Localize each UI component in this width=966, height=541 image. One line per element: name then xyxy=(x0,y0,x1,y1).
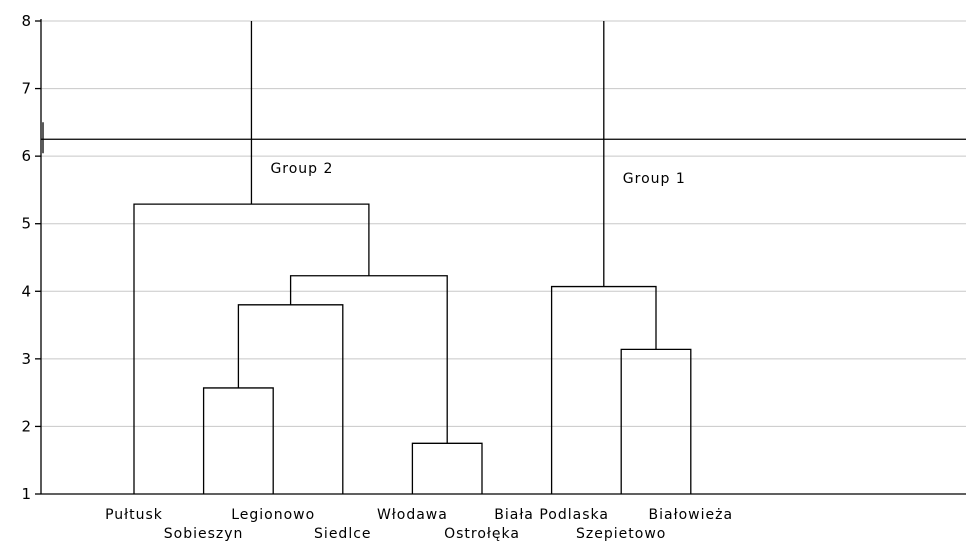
y-tick-label: 3 xyxy=(21,350,31,368)
y-tick-label: 1 xyxy=(21,485,31,503)
dendrogram-links xyxy=(133,21,692,494)
y-tick-label: 8 xyxy=(21,12,31,30)
dendrogram-link xyxy=(289,275,448,444)
leaf-label: Pułtusk xyxy=(105,507,163,523)
y-tick-label: 2 xyxy=(21,417,31,435)
y-tick-label: 6 xyxy=(21,147,31,165)
leaf-label: Białowieża xyxy=(649,507,734,523)
group-annotations: Group 2 Group 1 xyxy=(270,161,686,187)
group-annotation: Group 1 xyxy=(623,171,686,187)
grid-lines xyxy=(41,20,966,427)
dendrogram-link xyxy=(202,387,274,494)
y-axis: 1 2 3 4 5 6 7 8 xyxy=(21,12,966,503)
y-tick-label: 4 xyxy=(21,282,31,300)
leaf-label: Włodawa xyxy=(377,507,448,523)
dendrogram-link xyxy=(550,285,657,494)
leaf-label: Sobieszyn xyxy=(164,526,244,541)
cut-line-group xyxy=(41,122,966,154)
dendrogram-link xyxy=(133,203,370,494)
dendrogram-link xyxy=(620,348,692,494)
y-tick-label: 5 xyxy=(21,215,31,233)
leaf-label: Ostrołęka xyxy=(444,526,520,541)
dendrogram-link xyxy=(237,304,344,494)
leaf-label: Legionowo xyxy=(231,507,315,523)
leaf-label: Biała Podlaska xyxy=(494,507,609,523)
dendrogram-link xyxy=(411,442,483,494)
y-tick-label: 7 xyxy=(21,80,31,98)
leaf-label: Siedlce xyxy=(314,526,371,541)
leaf-label: Szepietowo xyxy=(576,526,666,541)
group-annotation: Group 2 xyxy=(270,161,333,177)
